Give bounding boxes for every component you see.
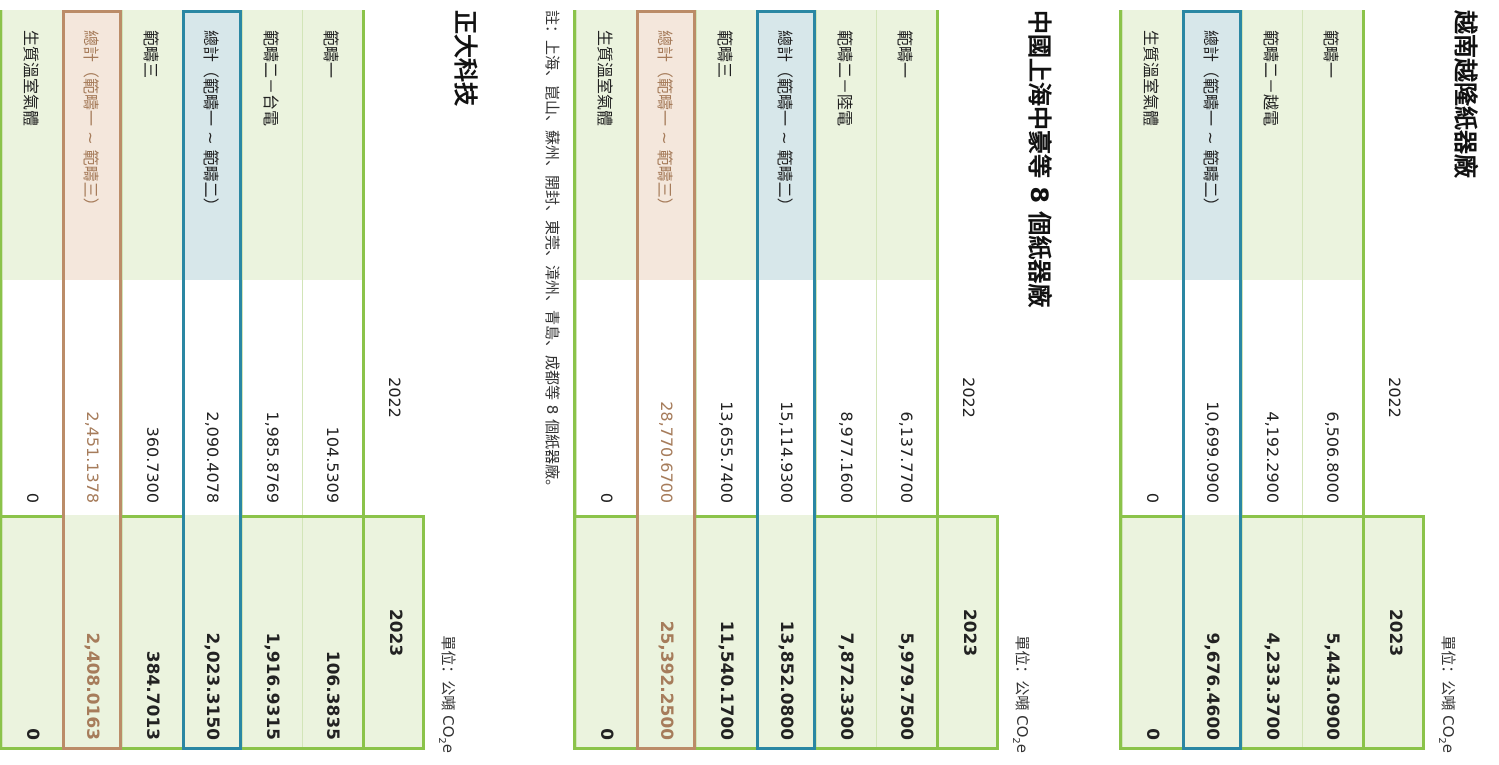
value-2022: 4,192.2900 (1243, 280, 1302, 515)
row-label: 總計（範疇一 ~ 範疇二） (1183, 10, 1242, 280)
table-row: 生質溫室氣體 0 0 (2, 10, 62, 750)
value-2023: 0 (1123, 515, 1182, 750)
header-row: 2022 2023 (1365, 10, 1425, 750)
row-label: 總計（範疇一 ~ 範疇三） (63, 10, 122, 280)
footnote: 註：上海、崑山、蘇州、開封、東莞、漳州、青島、成都等 8 個紙器廠。 (543, 10, 561, 495)
total-row: 總計（範疇一 ~ 範疇二） 2,090.4078 2,023.3150 (182, 10, 242, 750)
header-cell: 2022 (365, 280, 425, 515)
table-row: 範疇二－陸電 8,977.1600 7,872.3300 (816, 10, 876, 750)
unit-suffix: e (439, 743, 457, 753)
table-row: 範疇三 360.7300 384.7013 (122, 10, 182, 750)
section-title: 中國上海中豪等 8 個紙器廠 (1025, 10, 1053, 308)
value-2023: 9,676.4600 (1183, 515, 1242, 750)
value-2022: 104.5309 (303, 280, 362, 515)
value-2023: 4,233.3700 (1243, 515, 1302, 750)
header-row: 2022 2023 (365, 10, 425, 750)
value-2023: 1,916.9315 (243, 515, 302, 750)
emissions-table: 2022 2023 範疇一 6,506.8000 5,443.0900 範疇二－越電 4,1… (1119, 10, 1425, 750)
total-row: 總計（範疇一 ~ 範疇三） 28,770.6700 25,392.2500 (636, 10, 696, 750)
unit-text: 單位：公噸 CO (1013, 635, 1031, 738)
value-2022: 360.7300 (123, 280, 182, 515)
header-cell: 2023 (365, 515, 425, 750)
header-cell: 2023 (1365, 515, 1425, 750)
unit-suffix: e (1439, 743, 1457, 753)
value-2022: 28,770.6700 (637, 280, 696, 515)
row-label: 範疇三 (697, 10, 756, 280)
unit-label: 單位：公噸 CO2e (1436, 635, 1459, 753)
row-label: 範疇二－台電 (243, 10, 302, 280)
unit-label: 單位：公噸 CO2e (436, 635, 459, 753)
row-label: 總計（範疇一 ~ 範疇三） (637, 10, 696, 280)
table-row: 生質溫室氣體 0 0 (1122, 10, 1182, 750)
total-row: 總計（範疇一 ~ 範疇三） 2,451.1378 2,408.0163 (62, 10, 122, 750)
value-2023: 0 (577, 515, 636, 750)
emissions-table: 2022 2023 範疇一 104.5309 106.3835 範疇二－台電 1,985.8… (0, 10, 425, 750)
header-cell (365, 10, 425, 280)
section-title: 正大科技 (451, 10, 479, 106)
table-row: 範疇一 6,137.7700 5,979.7500 (876, 10, 936, 750)
total-row: 總計（範疇一 ~ 範疇二） 10,699.0900 9,676.4600 (1182, 10, 1242, 750)
row-label: 範疇三 (123, 10, 182, 280)
table-body: 範疇一 104.5309 106.3835 範疇二－台電 1,985.8769 1,916… (0, 10, 365, 750)
value-2023: 106.3835 (303, 515, 362, 750)
value-2023: 2,408.0163 (63, 515, 122, 750)
row-label: 總計（範疇一 ~ 範疇二） (757, 10, 816, 280)
row-label: 範疇一 (877, 10, 936, 280)
row-label: 生質溫室氣體 (577, 10, 636, 280)
value-2022: 2,451.1378 (63, 280, 122, 515)
emissions-table: 2022 2023 範疇一 6,137.7700 5,979.7500 範疇二－陸電 8,9… (573, 10, 999, 750)
value-2023: 25,392.2500 (637, 515, 696, 750)
unit-text: 單位：公噸 CO (1439, 635, 1457, 738)
value-2022: 6,506.8000 (1303, 280, 1362, 515)
header-cell: 2022 (939, 280, 999, 515)
header-cell: 2023 (939, 515, 999, 750)
header-cell: 2022 (1365, 280, 1425, 515)
row-label: 範疇一 (1303, 10, 1362, 280)
value-2022: 0 (1123, 280, 1182, 515)
value-2023: 384.7013 (123, 515, 182, 750)
table-row: 範疇一 104.5309 106.3835 (302, 10, 362, 750)
unit-label: 單位：公噸 CO2e (1010, 635, 1033, 753)
unit-suffix: e (1013, 743, 1031, 753)
value-2023: 13,852.0800 (757, 515, 816, 750)
table-row: 範疇二－台電 1,985.8769 1,916.9315 (242, 10, 302, 750)
row-label: 範疇二－越電 (1243, 10, 1302, 280)
value-2022: 10,699.0900 (1183, 280, 1242, 515)
value-2022: 0 (577, 280, 636, 515)
value-2023: 5,979.7500 (877, 515, 936, 750)
value-2023: 2,023.3150 (183, 515, 242, 750)
header-cell (939, 10, 999, 280)
row-label: 生質溫室氣體 (3, 10, 62, 280)
value-2023: 7,872.3300 (817, 515, 876, 750)
value-2023: 11,540.1700 (697, 515, 756, 750)
value-2022: 2,090.4078 (183, 280, 242, 515)
value-2022: 0 (3, 280, 62, 515)
value-2023: 0 (3, 515, 62, 750)
value-2022: 15,114.9300 (757, 280, 816, 515)
table-row: 範疇二－越電 4,192.2900 4,233.3700 (1242, 10, 1302, 750)
row-label: 範疇二－陸電 (817, 10, 876, 280)
value-2022: 1,985.8769 (243, 280, 302, 515)
unit-text: 單位：公噸 CO (439, 635, 457, 738)
table-body: 範疇一 6,137.7700 5,979.7500 範疇二－陸電 8,977.1600 7… (573, 10, 939, 750)
table-body: 範疇一 6,506.8000 5,443.0900 範疇二－越電 4,192.2900 4… (1119, 10, 1365, 750)
header-cell (1365, 10, 1425, 280)
value-2022: 8,977.1600 (817, 280, 876, 515)
value-2022: 13,655.7400 (697, 280, 756, 515)
table-row: 範疇一 6,506.8000 5,443.0900 (1302, 10, 1362, 750)
total-row: 總計（範疇一 ~ 範疇二） 15,114.9300 13,852.0800 (756, 10, 816, 750)
header-row: 2022 2023 (939, 10, 999, 750)
table-row: 範疇三 13,655.7400 11,540.1700 (696, 10, 756, 750)
section-title: 越南越隆紙器廠 (1451, 10, 1479, 178)
row-label: 生質溫室氣體 (1123, 10, 1182, 280)
value-2022: 6,137.7700 (877, 280, 936, 515)
row-label: 範疇一 (303, 10, 362, 280)
row-label: 總計（範疇一 ~ 範疇二） (183, 10, 242, 280)
table-row: 生質溫室氣體 0 0 (576, 10, 636, 750)
value-2023: 5,443.0900 (1303, 515, 1362, 750)
